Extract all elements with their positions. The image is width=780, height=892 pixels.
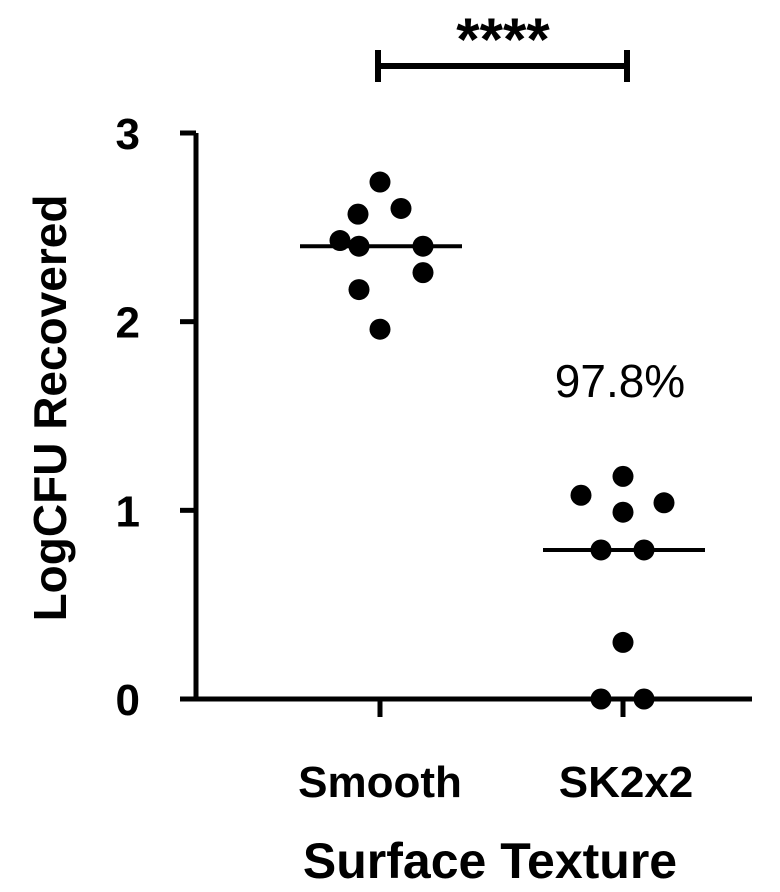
data-point bbox=[612, 465, 634, 487]
median-lines bbox=[300, 244, 705, 552]
data-point bbox=[612, 631, 634, 653]
data-point bbox=[653, 492, 675, 514]
data-points bbox=[329, 171, 675, 710]
x-category-label: Smooth bbox=[298, 758, 462, 807]
significance-bracket bbox=[375, 50, 630, 82]
data-point bbox=[633, 688, 655, 710]
data-point bbox=[570, 484, 592, 506]
x-ticks: Smooth SK2x2 bbox=[298, 699, 693, 807]
y-axis-title: LogCFU Recovered bbox=[24, 195, 76, 622]
y-tick-label: 1 bbox=[116, 487, 140, 536]
data-point bbox=[348, 279, 370, 301]
y-ticks: 0 1 2 3 bbox=[116, 110, 196, 725]
y-tick-label: 3 bbox=[116, 110, 140, 159]
x-category-label: SK2x2 bbox=[559, 758, 694, 807]
data-point bbox=[390, 197, 412, 219]
data-point bbox=[369, 318, 391, 340]
data-point bbox=[590, 688, 612, 710]
percent-reduction-label: 97.8% bbox=[555, 355, 685, 407]
y-tick-label: 2 bbox=[116, 299, 140, 348]
data-point bbox=[347, 203, 369, 225]
x-axis-title: Surface Texture bbox=[303, 833, 677, 889]
significance-stars: **** bbox=[456, 6, 550, 73]
data-point bbox=[369, 171, 391, 193]
data-point bbox=[612, 501, 634, 523]
y-tick-label: 0 bbox=[116, 676, 140, 725]
data-point bbox=[412, 262, 434, 284]
